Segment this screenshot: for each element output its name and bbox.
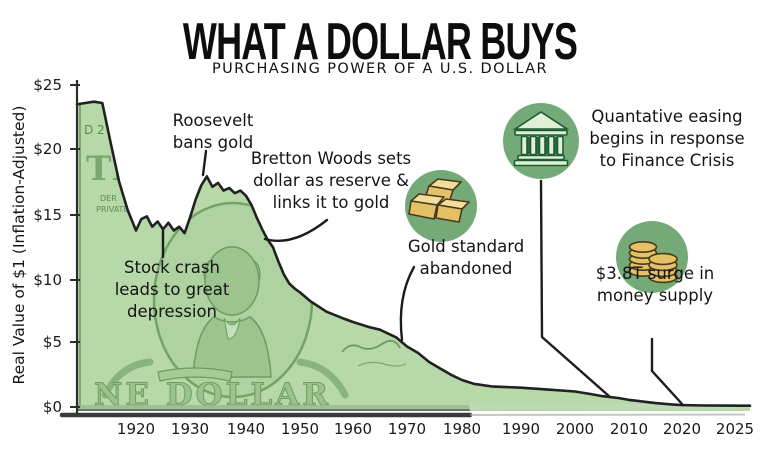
y-tick-label: $10: [33, 271, 62, 289]
bill-fragment-text: TH: [86, 149, 143, 189]
x-axis-line-thin: [469, 413, 746, 416]
annotation-line: bans gold: [172, 133, 254, 152]
leader-quantitative-easing: [539, 179, 612, 399]
annotation-quantitative-easing: Quantative easing begins in response to Fi…: [589, 106, 744, 172]
annotation-line: Roosevelt: [172, 111, 254, 130]
x-tick-label: 2010: [609, 420, 649, 438]
portrait-cravat: [223, 317, 241, 340]
portrait-shoulders: [192, 316, 272, 378]
bill-laurel-left: [101, 358, 154, 399]
bill-signature: [341, 339, 401, 353]
x-tick-label: 1930: [170, 420, 210, 438]
x-tick-label: 1970: [387, 420, 427, 438]
page-title: WHAT A DOLLAR BUYS: [182, 12, 578, 71]
leader-roosevelt: [201, 149, 208, 177]
annotation-bretton-woods: Bretton Woods sets dollar as reserve & lin…: [251, 148, 411, 214]
annotation-line: Bretton Woods sets: [250, 149, 412, 168]
x-tick-label: 2025: [715, 420, 755, 438]
coins-icon: [616, 221, 688, 293]
bill-fragment-text: DER: [100, 194, 117, 203]
annotation-line: links it to gold: [272, 193, 390, 212]
bank-icon: [503, 103, 579, 179]
gold-bars-icon: [405, 170, 477, 242]
coin: [628, 241, 658, 254]
bill-fragment-text: D 2: [84, 123, 105, 137]
bill-fragment-text: PRIVATE: [96, 205, 129, 214]
annotation-stock-crash: Stock crash leads to great depression: [115, 257, 230, 323]
y-axis-label: Real Value of $1 (Inflation-Adjusted): [10, 105, 28, 385]
x-tick-label: 1960: [333, 420, 373, 438]
y-axis-tick-marks: [70, 84, 80, 408]
annotation-money-supply: $3.8T surge in money supply: [596, 263, 715, 307]
annotation-line: leads to great: [114, 280, 230, 299]
annotation-line: $3.8T surge in: [595, 264, 715, 283]
purchasing-power-curve: [75, 100, 752, 407]
bill-signature-title: [357, 361, 407, 367]
annotation-gold-standard: Gold standard abandoned: [408, 236, 524, 280]
x-tick-label: 1990: [501, 420, 541, 438]
x-tick-label: 2000: [555, 420, 595, 438]
y-tick-label: $20: [33, 140, 62, 158]
annotation-line: depression: [126, 302, 218, 321]
leader-bretton-woods: [263, 218, 329, 243]
baseline-tail-strip: [470, 404, 738, 409]
x-tick-label: 1920: [116, 420, 156, 438]
coin: [648, 252, 678, 266]
bill-bottom-band: [77, 405, 469, 410]
x-tick-label: 2020: [662, 420, 702, 438]
y-tick-label: $5: [42, 333, 62, 351]
leader-gold-standard: [399, 265, 416, 342]
annotation-line: to Finance Crisis: [599, 151, 735, 170]
annotation-roosevelt: Roosevelt bans gold: [173, 110, 254, 154]
y-tick-label: $0: [42, 398, 62, 416]
bill-name-scroll: [157, 367, 233, 382]
annotation-line: abandoned: [419, 259, 513, 278]
y-tick-label: $15: [33, 206, 62, 224]
annotation-line: Stock crash: [124, 258, 220, 277]
bill-laurel-right: [296, 358, 349, 399]
annotation-line: Gold standard: [407, 237, 525, 256]
portrait-head: [204, 246, 260, 316]
page-subtitle: PURCHASING POWER OF A U.S. DOLLAR: [212, 61, 548, 77]
annotation-line: money supply: [596, 286, 714, 305]
annotation-line: dollar as reserve &: [253, 171, 409, 190]
annotation-line: begins in response: [589, 129, 745, 148]
y-tick-label: $25: [33, 76, 62, 94]
leader-money-supply: [650, 337, 685, 407]
x-tick-label: 1980: [442, 420, 482, 438]
annotation-line: Quantative easing: [591, 107, 743, 126]
x-tick-label: 1940: [226, 420, 266, 438]
x-tick-label: 1950: [280, 420, 320, 438]
